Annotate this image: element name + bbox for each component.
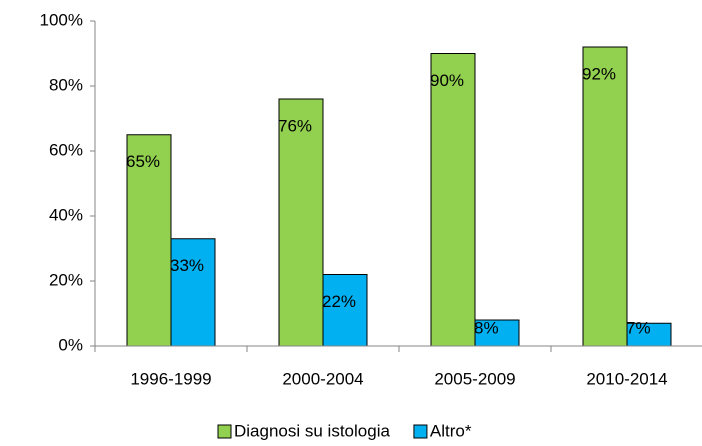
legend-label: Diagnosi su istologia	[234, 421, 390, 440]
x-tick-label: 2000-2004	[282, 369, 363, 388]
bar	[430, 53, 476, 347]
data-label: 90%	[430, 71, 464, 90]
data-label: 76%	[278, 116, 312, 135]
data-label: 33%	[170, 256, 204, 275]
legend-swatch	[413, 424, 428, 439]
y-tick-label: 80%	[49, 75, 83, 94]
y-tick-label: 60%	[49, 140, 83, 159]
y-tick-label: 0%	[58, 335, 83, 354]
data-label: 22%	[322, 292, 356, 311]
bar	[582, 46, 628, 347]
bar	[474, 319, 520, 347]
x-tick-label: 2010-2014	[586, 369, 667, 388]
data-label: 92%	[582, 64, 616, 83]
data-label: 65%	[126, 152, 160, 171]
y-tick-label: 100%	[40, 10, 83, 29]
bar	[322, 274, 368, 347]
x-tick-label: 1996-1999	[130, 369, 211, 388]
y-tick-label: 20%	[49, 270, 83, 289]
legend-label: Altro*	[430, 421, 472, 440]
bar	[170, 238, 216, 347]
data-label: 7%	[626, 318, 651, 337]
legend-swatch	[217, 424, 232, 439]
x-tick-label: 2005-2009	[434, 369, 515, 388]
bar	[278, 98, 324, 347]
data-label: 8%	[474, 318, 499, 337]
y-tick-label: 40%	[49, 205, 83, 224]
